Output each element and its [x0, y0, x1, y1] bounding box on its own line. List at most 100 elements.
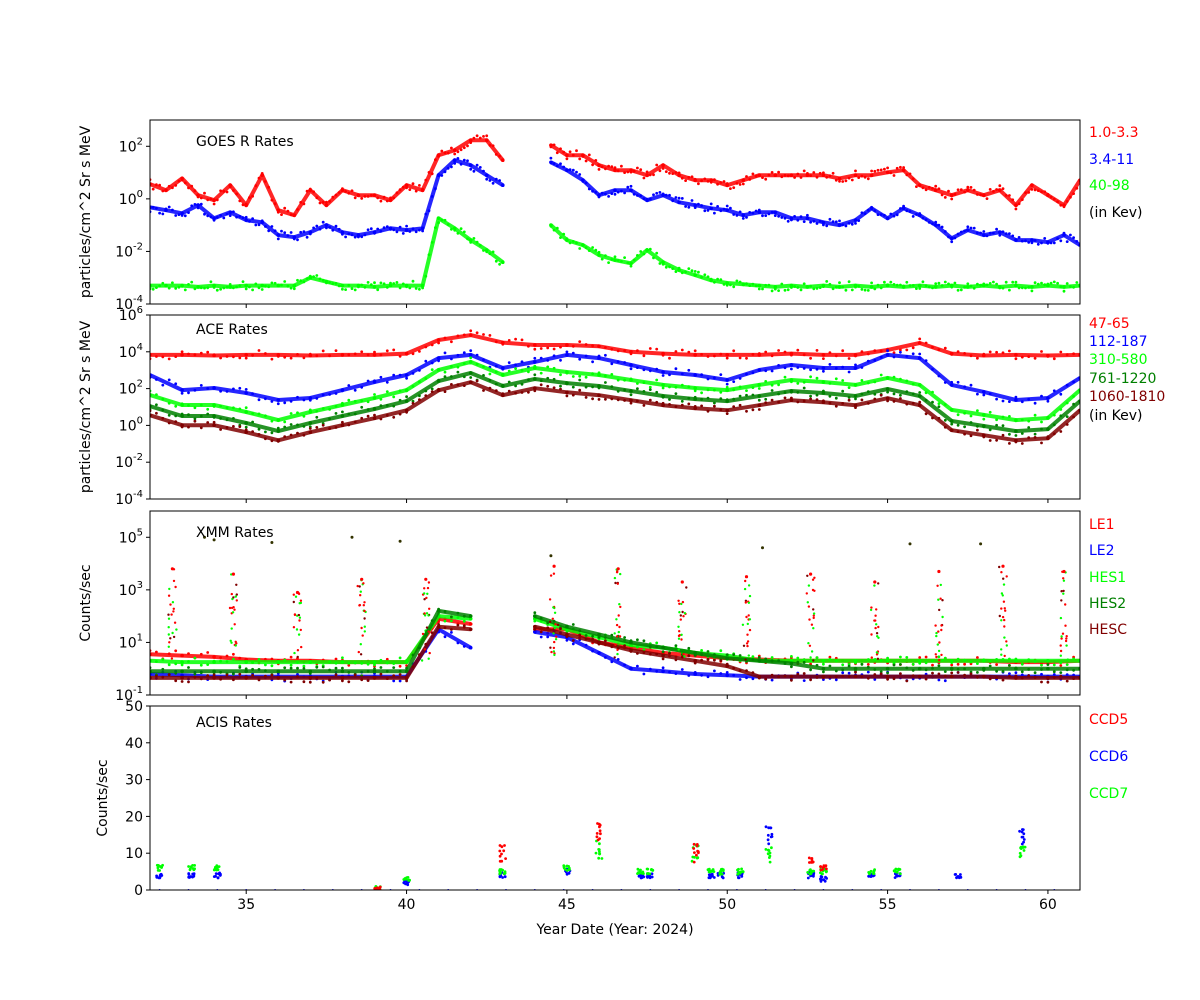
series-hes1-point	[853, 659, 858, 663]
series-hes2-point	[956, 667, 960, 671]
series-112-187-point	[360, 385, 364, 389]
xmm-flare-point	[745, 615, 748, 619]
series-112-187-point	[418, 369, 421, 372]
xmm-flare-point	[812, 659, 815, 662]
acis-ccd7-point	[821, 872, 824, 876]
series-40-98-point	[645, 248, 649, 252]
series-310-580-point	[302, 414, 306, 418]
series-hesc-point	[809, 678, 812, 682]
series-40-98-point	[418, 287, 421, 291]
series-310-580-point	[591, 372, 594, 376]
series-1.0-3.3-point	[956, 188, 960, 192]
series-310-580-point	[655, 378, 659, 382]
series-3.4-11-point	[299, 230, 303, 234]
series-112-187-point	[860, 366, 864, 369]
series-47-65-point	[366, 353, 370, 357]
series-761-1220-point	[462, 375, 466, 379]
series-310-580-point	[443, 370, 447, 374]
series-3.4-11-point	[793, 215, 796, 218]
series-112-187-point	[1046, 396, 1050, 400]
series-47-65-point	[456, 334, 460, 338]
series-hesc-line	[534, 624, 1080, 680]
series-761-1220-point	[244, 425, 248, 429]
series-40-98-point	[450, 227, 453, 231]
series-hesc-point	[360, 678, 364, 682]
series-40-98-point	[222, 286, 226, 290]
series-hes2-point	[1072, 668, 1075, 672]
acis-ccd7-point	[562, 864, 566, 867]
series-112-187-point	[174, 382, 178, 386]
series-1060-1810-line	[150, 380, 1080, 443]
series-hesc-point	[924, 677, 928, 681]
series-761-1220-point	[738, 394, 742, 398]
series-1.0-3.3-point	[661, 167, 665, 170]
series-hesc-point	[700, 658, 703, 662]
xmm-flare-point	[1001, 615, 1005, 619]
series-le2-point	[565, 638, 569, 642]
series-112-187-point	[642, 368, 646, 372]
series-47-65-point	[546, 346, 550, 350]
series-3.4-11-point	[600, 191, 604, 195]
series-47-65-point	[199, 351, 203, 355]
series-1.0-3.3-point	[292, 213, 297, 217]
series-3.4-11-point	[575, 170, 578, 174]
series-310-580-point	[1072, 395, 1075, 398]
series-1060-1810-point	[616, 398, 620, 402]
series-3.4-11-point	[837, 223, 842, 227]
series-1.0-3.3-point	[716, 182, 719, 186]
series-3.4-11-point	[559, 162, 562, 166]
xmm-flare-point	[1000, 653, 1003, 656]
series-761-1220-point	[911, 392, 915, 396]
series-761-1220-point	[751, 393, 755, 397]
series-3.4-11-point	[453, 162, 457, 165]
series-3.4-11-point	[658, 191, 662, 194]
series-1.0-3.3-point	[834, 178, 838, 182]
series-3.4-11-point	[915, 213, 918, 216]
series-le2-point	[443, 635, 447, 639]
series-hes2-point	[257, 668, 261, 671]
series-hes1-point	[828, 657, 832, 661]
series-47-65-point	[725, 353, 729, 357]
series-40-98-point	[757, 283, 762, 288]
series-1.0-3.3-point	[873, 169, 877, 173]
series-112-187-point	[1046, 399, 1050, 403]
series-47-65-point	[815, 349, 819, 352]
series-3.4-11-point	[581, 178, 585, 182]
series-1.0-3.3-point	[963, 190, 966, 194]
series-3.4-11-point	[979, 231, 982, 235]
series-1.0-3.3-point	[821, 173, 826, 177]
series-40-98-point	[372, 285, 377, 289]
series-hes2-point	[468, 614, 473, 618]
series-761-1220-point	[283, 425, 287, 429]
series-1.0-3.3-point	[770, 171, 774, 174]
xmm-flare-point	[935, 655, 938, 659]
acis-ccd7-point	[768, 860, 772, 864]
xmm-flare-point	[1060, 635, 1063, 638]
series-40-98-point	[591, 246, 594, 249]
series-3.4-11-point	[568, 168, 572, 172]
series-761-1220-point	[642, 390, 646, 393]
series-1060-1810-point	[199, 426, 203, 430]
series-3.4-11-point	[228, 214, 232, 218]
series-40-98-point	[411, 279, 415, 283]
series-1.0-3.3-point	[940, 193, 944, 197]
series-112-187-point	[853, 366, 858, 370]
series-310-580-point	[578, 374, 582, 378]
series-hesc-point	[212, 676, 216, 680]
series-hes1-point	[988, 659, 992, 663]
series-3.4-11-point	[414, 230, 418, 234]
series-hes2-point	[764, 657, 768, 661]
series-1.0-3.3-point	[469, 141, 473, 145]
series-1.0-3.3-point	[456, 150, 460, 154]
series-112-187-point	[917, 356, 922, 360]
series-112-187-point	[206, 387, 210, 390]
series-hesc-point	[648, 652, 652, 656]
xmm-flare-point	[1001, 594, 1004, 597]
series-1.0-3.3-point	[203, 191, 206, 195]
series-310-580-point	[468, 360, 473, 364]
series-761-1220-point	[244, 421, 248, 425]
series-47-65-point	[475, 331, 479, 335]
series-1.0-3.3-point	[180, 176, 184, 181]
series-47-65-point	[315, 354, 319, 358]
series-3.4-11-point	[235, 215, 239, 219]
